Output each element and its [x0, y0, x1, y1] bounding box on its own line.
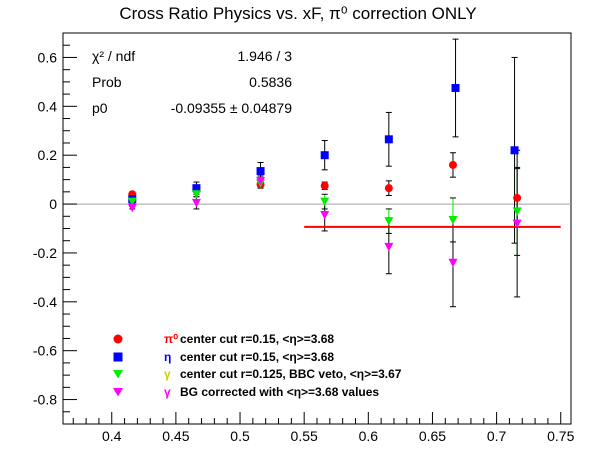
stats-label: Prob	[92, 74, 122, 90]
legend-label: center cut r=0.15, <η>=3.68	[180, 349, 335, 364]
x-tick-label: 0.55	[291, 428, 318, 444]
data-point	[256, 176, 266, 186]
data-point	[191, 190, 201, 199]
stats-label: p0	[92, 100, 108, 116]
y-tick-label: 0	[49, 196, 57, 212]
y-tick-label: -0.2	[33, 245, 57, 261]
data-point	[451, 83, 460, 92]
x-tick-label: 0.65	[419, 428, 446, 444]
stats-value: 1.946 / 3	[237, 48, 293, 64]
x-tick-label: 0.45	[162, 428, 189, 444]
data-point	[384, 242, 394, 252]
data-point	[320, 151, 329, 160]
y-tick-label: 0.2	[38, 147, 58, 163]
data-point	[320, 197, 330, 207]
data-point	[512, 207, 522, 216]
y-tick-label: -0.4	[33, 294, 57, 310]
data-point	[448, 215, 458, 225]
data-point	[320, 181, 329, 190]
data-point	[384, 184, 393, 193]
data-point	[384, 217, 394, 226]
x-tick-label: 0.75	[547, 428, 574, 444]
stats-row-prob: Prob 0.5836	[92, 74, 292, 100]
legend-label: center cut r=0.15, <η>=3.68	[180, 332, 335, 346]
triangle-down-marker-icon	[113, 370, 123, 379]
y-tick-label: -0.6	[33, 343, 57, 359]
data-point	[127, 197, 137, 207]
stats-box: χ² / ndf 1.946 / 3 Prob 0.5836 p0 -0.093…	[92, 48, 292, 126]
y-tick-label: 0.4	[38, 98, 58, 114]
y-tick-label: 0.6	[38, 49, 58, 65]
data-point	[512, 219, 522, 229]
data-point	[384, 135, 393, 144]
data-point	[191, 198, 201, 208]
data-point	[192, 184, 201, 193]
stats-label: χ² / ndf	[92, 48, 136, 64]
square-marker-icon	[113, 352, 123, 361]
data-point	[320, 211, 330, 220]
x-tick-label: 0.4	[102, 428, 122, 444]
data-point	[448, 160, 457, 169]
data-point	[448, 258, 458, 268]
data-point	[127, 203, 137, 213]
x-tick-label: 0.5	[230, 428, 250, 444]
stats-value: 0.5836	[249, 74, 292, 90]
data-point	[510, 146, 519, 155]
legend-label: BG corrected with <η>=3.68 values	[180, 384, 380, 399]
x-tick-label: 0.7	[487, 428, 507, 444]
data-point	[513, 193, 522, 202]
triangle-down-marker-icon	[113, 387, 123, 396]
stats-row-p0: p0 -0.09355 ± 0.04879	[92, 100, 292, 126]
stats-value: -0.09355 ± 0.04879	[170, 100, 292, 116]
legend-greek: η	[164, 349, 172, 364]
chart-title: Cross Ratio Physics vs. xF, π⁰ correctio…	[119, 4, 477, 23]
circle-marker-icon	[113, 334, 123, 344]
x-tick-label: 0.6	[359, 428, 379, 444]
stats-row-chi2: χ² / ndf 1.946 / 3	[92, 48, 292, 74]
legend-greek: γ	[164, 384, 171, 399]
legend-greek: π⁰	[164, 332, 178, 346]
data-point	[256, 167, 265, 176]
legend-label: center cut r=0.125, BBC veto, <η>=3.67	[180, 367, 402, 381]
legend-greek: γ	[164, 367, 171, 381]
y-tick-label: -0.8	[33, 392, 57, 408]
